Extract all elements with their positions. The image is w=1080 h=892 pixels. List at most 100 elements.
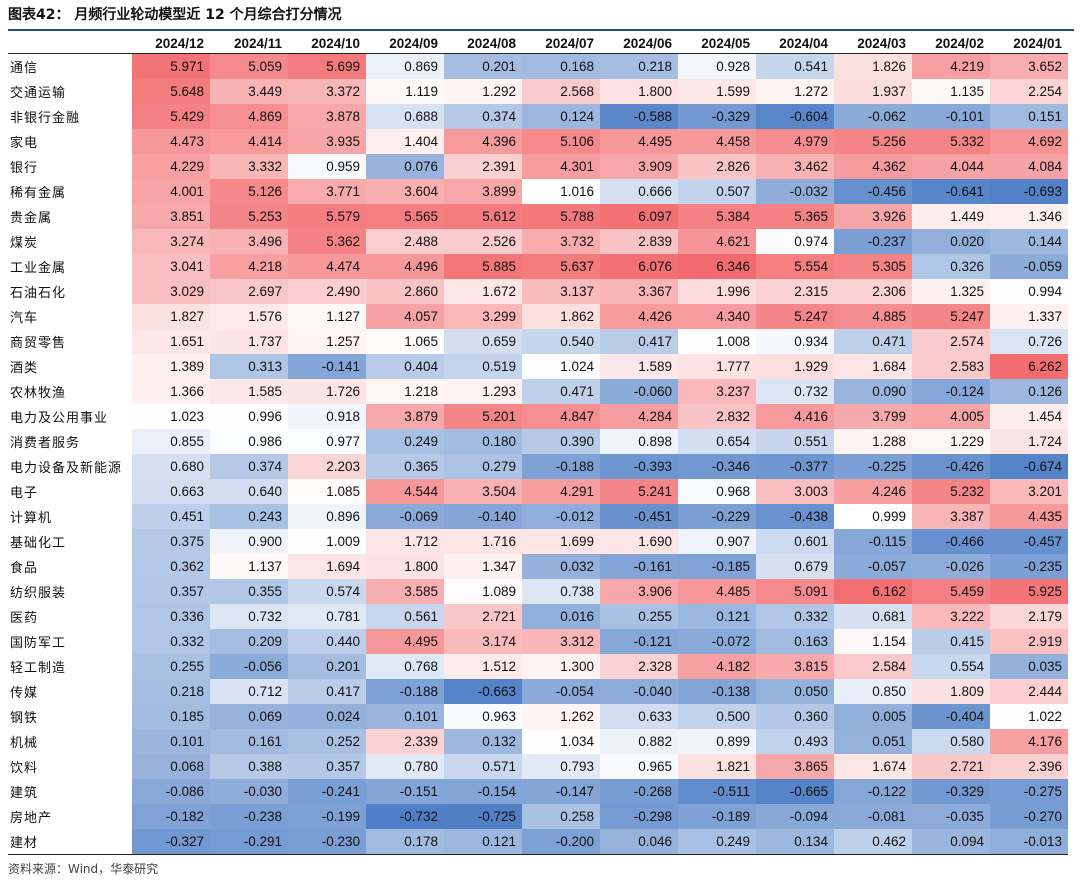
heatmap-cell: -0.377 (756, 454, 834, 479)
heatmap-cell: 0.493 (756, 729, 834, 754)
heatmap-cell: -0.059 (990, 254, 1068, 279)
heatmap-cell: 0.218 (600, 53, 678, 79)
heatmap-cell: -0.188 (366, 679, 444, 704)
heatmap-cell: 2.860 (366, 279, 444, 304)
heatmap-cell: 2.488 (366, 229, 444, 254)
heatmap-cell: 3.449 (210, 79, 288, 104)
heatmap-cell: 0.500 (678, 704, 756, 729)
heatmap-cell: 0.404 (366, 354, 444, 379)
heatmap-cell: 5.332 (912, 129, 990, 154)
heatmap-cell: 3.137 (522, 279, 600, 304)
heatmap-cell: 2.583 (912, 354, 990, 379)
heatmap-cell: 5.247 (912, 304, 990, 329)
heatmap-cell: -0.327 (132, 829, 210, 855)
heatmap-cell: 4.435 (990, 504, 1068, 529)
heatmap-cell: 1.800 (366, 554, 444, 579)
heatmap-cell: 0.101 (132, 729, 210, 754)
heatmap-cell: 1.389 (132, 354, 210, 379)
heatmap-cell: 5.925 (990, 579, 1068, 604)
heatmap-cell: 3.312 (522, 629, 600, 654)
heatmap-cell: 0.882 (600, 729, 678, 754)
heatmap-cell: 1.135 (912, 79, 990, 104)
heatmap-cell: 1.272 (756, 79, 834, 104)
heatmap-cell: 4.885 (834, 304, 912, 329)
heatmap-cell: 0.390 (522, 429, 600, 454)
heatmap-cell: -0.235 (990, 554, 1068, 579)
heatmap-cell: 3.387 (912, 504, 990, 529)
column-header: 2024/12 (132, 33, 210, 54)
heatmap-cell: 2.826 (678, 154, 756, 179)
heatmap-cell: 4.005 (912, 404, 990, 429)
heatmap-cell: 3.029 (132, 279, 210, 304)
heatmap-cell: -0.237 (834, 229, 912, 254)
heatmap-cell: 5.365 (756, 204, 834, 229)
heatmap-cell: 4.979 (756, 129, 834, 154)
heatmap-cell: 1.862 (522, 304, 600, 329)
heatmap-cell: -0.081 (834, 804, 912, 829)
heatmap-cell: 0.726 (990, 329, 1068, 354)
heatmap-cell: 6.346 (678, 254, 756, 279)
column-header: 2024/06 (600, 33, 678, 54)
heatmap-cell: 1.576 (210, 304, 288, 329)
heatmap-cell: 0.896 (288, 504, 366, 529)
heatmap-cell: 5.091 (756, 579, 834, 604)
heatmap-cell: 0.255 (600, 604, 678, 629)
heatmap-cell: 0.178 (366, 829, 444, 855)
row-label: 电子 (10, 486, 39, 501)
column-header: 2024/09 (366, 33, 444, 54)
figure-title: 图表42： 月频行业轮动模型近 12 个月综合打分情况 (8, 7, 342, 23)
heatmap-cell: 0.554 (912, 654, 990, 679)
heatmap-cell: 3.372 (288, 79, 366, 104)
heatmap-cell: 0.168 (522, 53, 600, 79)
row-label: 银行 (10, 161, 39, 176)
heatmap-cell: 1.009 (288, 529, 366, 554)
heatmap-cell: 0.793 (522, 754, 600, 779)
heatmap-cell: 0.124 (522, 104, 600, 129)
heatmap-cell: 1.672 (444, 279, 522, 304)
table-row: 稀有金属 4.001 5.126 3.771 3.604 3.899 1.016 0.666 0… (8, 179, 1068, 204)
heatmap-cell: -0.013 (990, 829, 1068, 855)
heatmap-cell: 0.046 (600, 829, 678, 855)
heatmap-cell: 5.106 (522, 129, 600, 154)
heatmap-cell: -0.641 (912, 179, 990, 204)
heatmap-cell: -0.270 (990, 804, 1068, 829)
row-label: 纺织服装 (10, 586, 67, 601)
table-row: 钢铁 0.185 0.069 0.024 0.101 0.963 1.262 0.633 0.5… (8, 704, 1068, 729)
heatmap-cell: -0.298 (600, 804, 678, 829)
table-row: 房地产 -0.182 -0.238 -0.199 -0.732 -0.725 0.258 -0… (8, 804, 1068, 829)
heatmap-cell: -0.069 (366, 504, 444, 529)
heatmap-cell: 0.968 (678, 479, 756, 504)
heatmap-cell: 2.396 (990, 754, 1068, 779)
heatmap-cell: 5.201 (444, 404, 522, 429)
heatmap-cell: 1.262 (522, 704, 600, 729)
heatmap-cell: 0.680 (132, 454, 210, 479)
heatmap-cell: 0.928 (678, 53, 756, 79)
heatmap-cell: 2.721 (444, 604, 522, 629)
heatmap-cell: 0.580 (912, 729, 990, 754)
table-row: 贵金属 3.851 5.253 5.579 5.565 5.612 5.788 6.097 5.… (8, 204, 1068, 229)
heatmap-cell: 0.462 (834, 829, 912, 855)
heatmap-cell: 0.132 (444, 729, 522, 754)
heatmap-cell: 3.222 (912, 604, 990, 629)
heatmap-cell: 0.357 (288, 754, 366, 779)
heatmap-cell: 1.716 (444, 529, 522, 554)
heatmap-cell: 3.003 (756, 479, 834, 504)
heatmap-cell: 4.001 (132, 179, 210, 204)
column-header: 2024/01 (990, 33, 1068, 54)
heatmap-cell: 1.218 (366, 379, 444, 404)
heatmap-cell: 0.601 (756, 529, 834, 554)
heatmap-cell: 3.935 (288, 129, 366, 154)
heatmap-cell: 0.738 (522, 579, 600, 604)
heatmap-cell: 3.332 (210, 154, 288, 179)
heatmap-cell: 1.800 (600, 79, 678, 104)
heatmap-cell: 4.340 (678, 304, 756, 329)
table-row: 商贸零售 1.651 1.737 1.257 1.065 0.659 0.540 0.417 1… (8, 329, 1068, 354)
heatmap-cell: 3.585 (366, 579, 444, 604)
heatmap-cell: 0.336 (132, 604, 210, 629)
heatmap-cell: 2.179 (990, 604, 1068, 629)
heatmap-cell: 1.937 (834, 79, 912, 104)
heatmap-cell: 0.201 (444, 53, 522, 79)
heatmap-cell: 0.218 (132, 679, 210, 704)
heatmap-cell: -0.393 (600, 454, 678, 479)
heatmap-cell: 0.243 (210, 504, 288, 529)
